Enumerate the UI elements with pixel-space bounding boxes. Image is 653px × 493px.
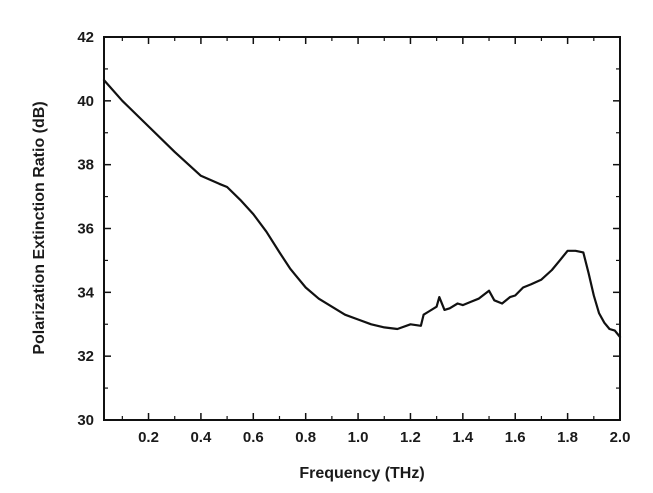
y-axis-ticks (104, 36, 620, 421)
y-tick-label: 30 (77, 412, 94, 429)
y-axis-tick-labels: 30 32 34 36 38 40 42 (77, 29, 94, 429)
plot-frame (103, 36, 621, 421)
x-tick-label: 2.0 (610, 429, 631, 446)
series-layer (102, 78, 622, 339)
x-tick-label: 1.8 (557, 429, 578, 446)
x-tick-label: 0.6 (243, 429, 264, 446)
y-tick-label: 40 (77, 93, 94, 110)
x-axis-title: Frequency (THz) (299, 465, 424, 482)
x-axis-ticks (121, 37, 621, 420)
x-tick-label: 1.4 (452, 429, 474, 446)
y-axis-title: Polarization Extinction Ratio (dB) (31, 101, 48, 354)
x-tick-label: 1.2 (400, 429, 421, 446)
x-axis-tick-labels: 0.2 0.4 0.6 0.8 1.0 1.2 1.4 1.6 1.8 2.0 (138, 429, 630, 446)
y-tick-label: 34 (77, 284, 94, 301)
y-tick-label: 32 (77, 348, 94, 365)
series-line-0 (102, 78, 622, 339)
y-tick-label: 38 (77, 157, 94, 174)
x-tick-label: 0.8 (295, 429, 316, 446)
x-tick-label: 0.2 (138, 429, 159, 446)
y-tick-label: 36 (77, 221, 94, 238)
x-tick-label: 1.6 (505, 429, 526, 446)
x-tick-label: 1.0 (348, 429, 369, 446)
x-tick-label: 0.4 (190, 429, 212, 446)
y-tick-label: 42 (77, 29, 94, 46)
